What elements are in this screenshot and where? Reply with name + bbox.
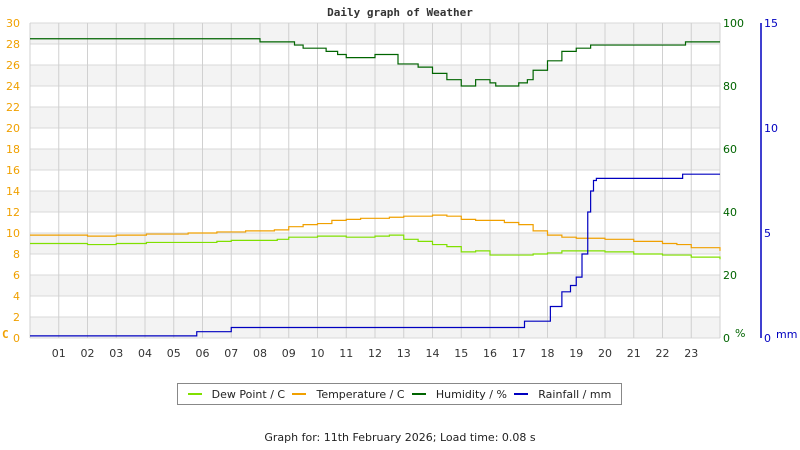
- left-axis-tick: 30: [6, 17, 20, 30]
- x-axis-tick: 08: [253, 347, 267, 360]
- x-axis-tick: 06: [196, 347, 210, 360]
- chart-legend: Dew Point / C Temperature / C Humidity /…: [177, 383, 622, 405]
- left-axis-tick: 12: [6, 206, 20, 219]
- left-axis-label: C: [2, 328, 9, 341]
- legend-item-humidity: Humidity / %: [411, 387, 507, 401]
- humidity-axis-tick: 0: [723, 332, 730, 345]
- rainfall-axis-label: mm: [776, 328, 797, 341]
- humidity-axis-tick: 100: [723, 17, 744, 30]
- series-line-rainfall: [30, 173, 720, 337]
- left-axis-tick: 8: [13, 248, 20, 261]
- humidity-axis-tick: 60: [723, 143, 737, 156]
- x-axis-tick: 12: [368, 347, 382, 360]
- x-axis-tick: 07: [224, 347, 238, 360]
- humidity-axis-tick: 20: [723, 269, 737, 282]
- legend-item-rainfall: Rainfall / mm: [514, 388, 611, 401]
- x-axis-tick: 20: [598, 347, 612, 360]
- x-axis-tick: 18: [541, 347, 555, 360]
- x-axis-tick: 19: [569, 347, 583, 360]
- x-axis-tick: 15: [454, 347, 468, 360]
- x-axis-tick: 21: [627, 347, 641, 360]
- x-axis-tick: 14: [426, 347, 440, 360]
- series-line-humidity: [30, 38, 720, 87]
- rainfall-axis-tick: 15: [764, 17, 778, 30]
- legend-label: Temperature / C: [316, 387, 405, 401]
- chart-title: Daily graph of Weather: [327, 6, 473, 19]
- x-axis-tick: 01: [52, 347, 66, 360]
- legend-label: Humidity / %: [435, 387, 507, 401]
- dew-point-swatch-icon: [187, 393, 202, 395]
- rainfall-axis-tick: 0: [764, 332, 771, 345]
- x-axis-tick: 17: [512, 347, 526, 360]
- humidity-swatch-icon: [411, 393, 426, 395]
- x-axis-tick: 11: [339, 347, 353, 360]
- rainfall-axis-tick: 10: [764, 122, 778, 135]
- left-axis-tick: 16: [6, 164, 20, 177]
- humidity-axis-tick: 80: [723, 80, 737, 93]
- legend-label: Rainfall / mm: [538, 387, 612, 401]
- x-axis-tick: 23: [684, 347, 698, 360]
- x-axis-tick: 02: [81, 347, 95, 360]
- temperature-swatch-icon: [292, 393, 307, 395]
- x-axis-tick: 04: [138, 347, 152, 360]
- left-axis-tick: 2: [13, 311, 20, 324]
- rainfall-axis-tick: 5: [764, 227, 771, 240]
- legend-label: Dew Point / C: [211, 387, 286, 401]
- x-axis-tick: 03: [109, 347, 123, 360]
- humidity-axis-tick: 40: [723, 206, 737, 219]
- left-axis-tick: 20: [6, 122, 20, 135]
- rainfall-swatch-icon: [514, 393, 529, 395]
- series-line-temperature: [30, 214, 721, 251]
- left-axis-tick: 28: [6, 38, 20, 51]
- left-axis-tick: 0: [13, 332, 20, 345]
- left-axis-tick: 18: [6, 143, 20, 156]
- x-axis-tick: 09: [282, 347, 296, 360]
- left-axis-tick: 14: [6, 185, 20, 198]
- footer-status: Graph for: 11th February 2026; Load time…: [264, 431, 536, 444]
- x-axis-tick: 22: [656, 347, 670, 360]
- x-axis-tick: 13: [397, 347, 411, 360]
- x-axis-tick: 10: [311, 347, 325, 360]
- legend-item-temperature: Temperature / C: [292, 387, 405, 401]
- x-axis-tick: 16: [483, 347, 497, 360]
- left-axis-tick: 4: [13, 290, 20, 303]
- left-axis-tick: 10: [6, 227, 20, 240]
- left-axis-tick: 22: [6, 101, 20, 114]
- humidity-axis-label: %: [735, 327, 745, 340]
- x-axis-tick: 05: [167, 347, 181, 360]
- left-axis-tick: 24: [6, 80, 20, 93]
- left-axis-tick: 6: [13, 269, 20, 282]
- legend-item-dew-point: Dew Point / C: [187, 387, 286, 401]
- left-axis-tick: 26: [6, 59, 20, 72]
- series-line-dew: [30, 234, 721, 260]
